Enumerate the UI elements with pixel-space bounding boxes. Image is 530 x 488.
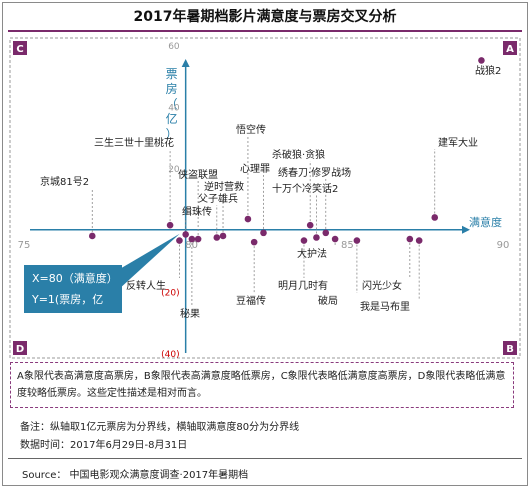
data-point — [415, 237, 423, 244]
point-label: 大护法 — [297, 247, 327, 260]
callout-pointer — [118, 233, 180, 290]
point-label: 绣春刀·修罗战场 — [278, 166, 351, 179]
point-label: 十万个冷笑话2 — [272, 182, 338, 195]
point-label: 缉珠传 — [182, 205, 212, 218]
point-label: 京城81号2 — [40, 175, 89, 188]
data-point — [166, 221, 174, 229]
quadrant-letter-a: A — [506, 44, 514, 55]
quadrant-badge-a — [503, 41, 517, 55]
quadrant-note: A象限代表高满意度高票房，B象限代表高满意度略低票房，C象限代表略低满意度高票房… — [10, 362, 514, 408]
boundary-callout: X=80（满意度） Y=1(票房，亿元) — [24, 265, 122, 327]
data-point — [431, 214, 439, 221]
y-axis-title-char: （ — [166, 97, 178, 111]
y-axis-title-char: 票 — [166, 67, 178, 81]
remark-date: 数据时间：2017年6月29日-8月31日 — [20, 440, 188, 451]
data-point — [322, 229, 330, 237]
data-point — [250, 238, 258, 246]
point-label: 豆福传 — [236, 294, 266, 307]
y-tick-label: 20 — [168, 165, 180, 175]
data-point — [88, 232, 96, 240]
x-tick-label: 85 — [341, 240, 354, 251]
point-label: 杀破狼·贪狼 — [272, 148, 325, 161]
quadrant-badge-c — [13, 41, 27, 55]
callout-line-y: Y=1(票房，亿元) — [32, 293, 104, 327]
x-tick-label: 80 — [185, 240, 198, 251]
y-axis-title-char: 房 — [166, 81, 178, 96]
x-tick-label: 90 — [497, 240, 510, 251]
x-axis-title: 满意度 — [469, 215, 502, 229]
point-label: 建军大业 — [438, 136, 478, 149]
data-point — [182, 231, 189, 238]
point-label: 三生三世十里桃花 — [94, 136, 174, 149]
chart-title: 2017年暑期档影片满意度与票房交叉分析 — [133, 9, 397, 25]
data-point — [219, 232, 227, 240]
data-point — [300, 237, 308, 244]
point-label: 我是马布里 — [360, 301, 410, 313]
point-label: 悟空传 — [236, 123, 266, 136]
point-label: 反转人生 — [126, 279, 166, 292]
point-label: 心理罪 — [240, 163, 270, 175]
point-label: 闪光少女 — [362, 279, 402, 292]
point-label: 父子雄兵 — [198, 192, 238, 205]
y-axis-title-char: 亿 — [166, 111, 178, 126]
callout-line-x: X=80（满意度） — [32, 272, 118, 285]
x-tick-label: 75 — [18, 240, 31, 251]
data-point — [306, 221, 314, 229]
data-point — [176, 237, 183, 244]
point-label: 逆时营救 — [204, 180, 244, 193]
y-tick-label: (20) — [161, 288, 179, 298]
data-point — [260, 229, 267, 237]
y-tick-label: 60 — [168, 42, 180, 52]
point-label: 侠盗联盟 — [178, 168, 218, 181]
quadrant-letter-d: D — [16, 344, 24, 355]
data-point — [194, 235, 202, 243]
data-point — [331, 235, 339, 243]
y-axis-arrow — [181, 59, 190, 67]
quadrant-letter-b: B — [506, 344, 514, 355]
quadrant-badge-d — [13, 341, 27, 355]
point-label: 秘果 — [180, 307, 200, 320]
source-rule — [8, 458, 522, 459]
source-text: Source： 中国电影观众满意度调查·2017年暑期档 — [22, 470, 249, 481]
data-point — [478, 57, 485, 64]
y-axis-title-char: ） — [166, 127, 178, 141]
quadrant-letter-c: C — [16, 44, 23, 55]
y-tick-label: 40 — [168, 104, 180, 114]
data-point — [213, 234, 221, 241]
remark-boundary: 备注：纵轴取1亿元票房为分界线，横轴取满意度80分为分界线 — [20, 422, 300, 433]
point-label: 明月几时有 — [278, 279, 328, 292]
x-axis-arrow — [462, 225, 470, 234]
data-point — [353, 237, 361, 244]
data-point — [188, 235, 196, 243]
y-tick-label: (40) — [161, 350, 179, 360]
data-point — [244, 215, 252, 223]
data-point — [313, 234, 320, 241]
data-point — [406, 235, 414, 243]
title-rule — [8, 30, 522, 32]
point-label: 战狼2 — [475, 64, 501, 77]
quadrant-badge-b — [503, 341, 517, 355]
point-label: 破局 — [318, 294, 338, 307]
